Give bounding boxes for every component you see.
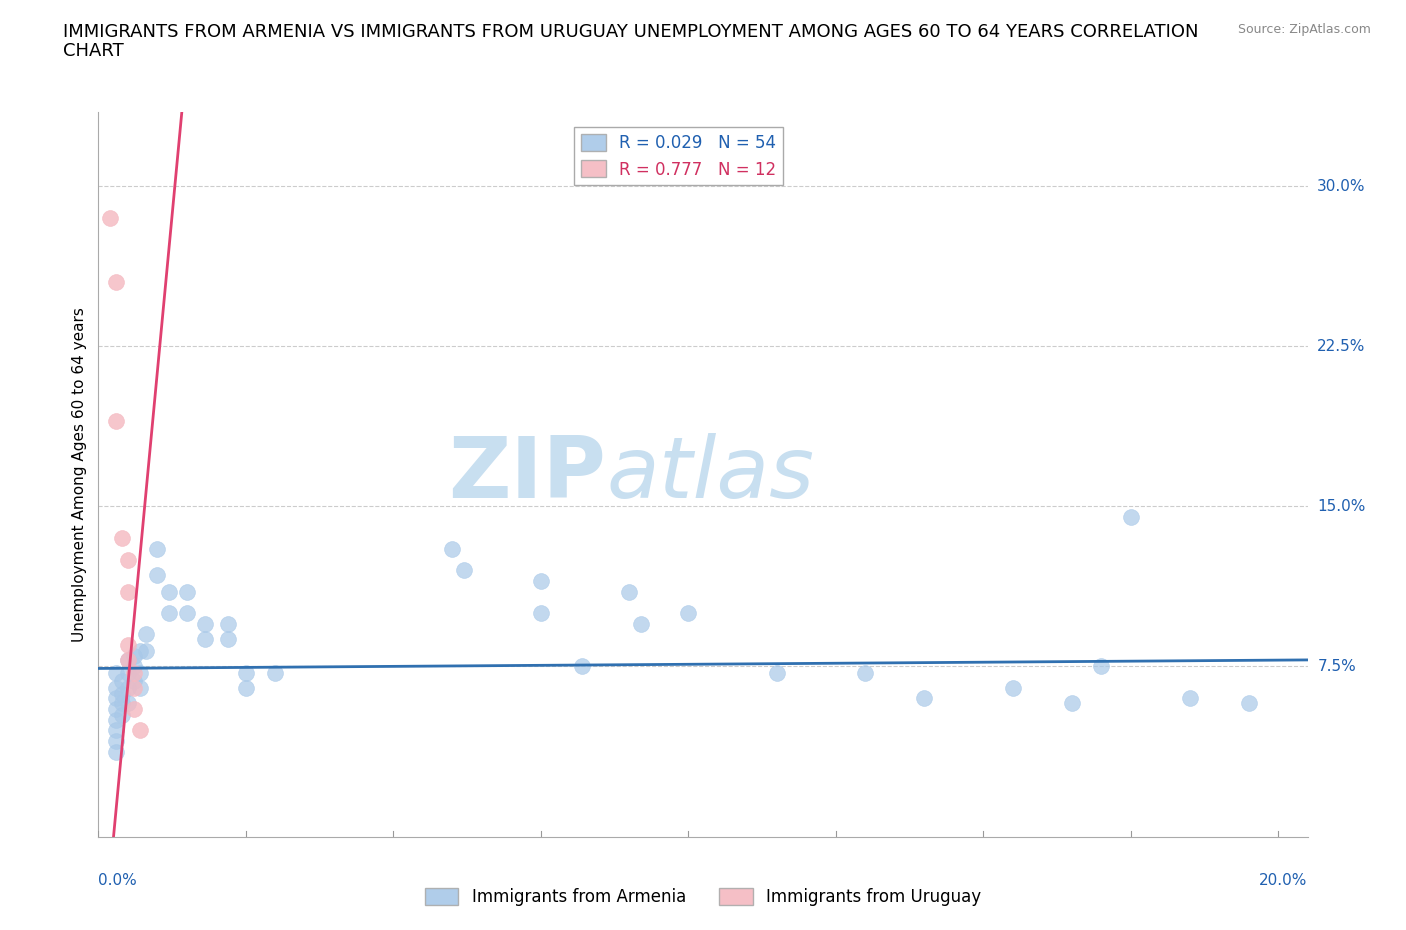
Point — [135, 644, 157, 658]
Point — [105, 275, 128, 290]
Point — [117, 653, 139, 668]
Point — [157, 605, 180, 620]
Point — [217, 631, 239, 646]
Point — [105, 723, 128, 737]
Point — [117, 552, 139, 567]
Point — [105, 712, 128, 727]
Point — [117, 584, 139, 599]
Point — [176, 584, 198, 599]
Point — [98, 211, 121, 226]
Point — [1178, 691, 1201, 706]
Point — [105, 734, 128, 749]
Point — [122, 658, 145, 673]
Text: Source: ZipAtlas.com: Source: ZipAtlas.com — [1237, 23, 1371, 36]
Point — [217, 617, 239, 631]
Point — [678, 605, 700, 620]
Point — [105, 414, 128, 429]
Point — [264, 665, 287, 680]
Point — [105, 744, 128, 759]
Point — [1237, 695, 1260, 710]
Point — [105, 680, 128, 695]
Point — [235, 680, 257, 695]
Point — [530, 574, 553, 589]
Text: ZIP: ZIP — [449, 432, 606, 516]
Y-axis label: Unemployment Among Ages 60 to 64 years: Unemployment Among Ages 60 to 64 years — [72, 307, 87, 642]
Point — [1060, 695, 1083, 710]
Point — [235, 665, 257, 680]
Point — [530, 605, 553, 620]
Text: 7.5%: 7.5% — [1317, 658, 1355, 674]
Point — [176, 605, 198, 620]
Point — [128, 680, 150, 695]
Point — [1119, 510, 1142, 525]
Point — [117, 638, 139, 653]
Point — [117, 695, 139, 710]
Point — [117, 665, 139, 680]
Point — [146, 541, 169, 556]
Point — [111, 686, 134, 701]
Point — [157, 584, 180, 599]
Point — [105, 665, 128, 680]
Text: 0.0%: 0.0% — [98, 873, 138, 888]
Point — [453, 563, 475, 578]
Text: 15.0%: 15.0% — [1317, 498, 1365, 513]
Text: atlas: atlas — [606, 432, 814, 516]
Point — [146, 567, 169, 582]
Point — [111, 531, 134, 546]
Point — [1090, 658, 1112, 673]
Point — [128, 665, 150, 680]
Point — [111, 695, 134, 710]
Point — [122, 701, 145, 716]
Point — [853, 665, 876, 680]
Point — [765, 665, 787, 680]
Point — [194, 631, 217, 646]
Legend: R = 0.029   N = 54, R = 0.777   N = 12: R = 0.029 N = 54, R = 0.777 N = 12 — [575, 127, 783, 185]
Text: 20.0%: 20.0% — [1260, 873, 1308, 888]
Point — [122, 680, 145, 695]
Point — [630, 617, 652, 631]
Point — [111, 674, 134, 689]
Point — [111, 708, 134, 723]
Point — [117, 653, 139, 668]
Text: 30.0%: 30.0% — [1317, 179, 1365, 193]
Text: IMMIGRANTS FROM ARMENIA VS IMMIGRANTS FROM URUGUAY UNEMPLOYMENT AMONG AGES 60 TO: IMMIGRANTS FROM ARMENIA VS IMMIGRANTS FR… — [63, 23, 1199, 41]
Point — [105, 701, 128, 716]
Point — [1001, 680, 1024, 695]
Point — [619, 584, 641, 599]
Point — [128, 723, 150, 737]
Text: CHART: CHART — [63, 42, 124, 60]
Point — [122, 648, 145, 663]
Point — [128, 644, 150, 658]
Point — [441, 541, 464, 556]
Legend: Immigrants from Armenia, Immigrants from Uruguay: Immigrants from Armenia, Immigrants from… — [419, 881, 987, 912]
Point — [122, 665, 145, 680]
Point — [135, 627, 157, 642]
Point — [571, 658, 593, 673]
Point — [912, 691, 935, 706]
Point — [117, 680, 139, 695]
Point — [122, 674, 145, 689]
Point — [105, 691, 128, 706]
Point — [194, 617, 217, 631]
Text: 22.5%: 22.5% — [1317, 339, 1365, 353]
